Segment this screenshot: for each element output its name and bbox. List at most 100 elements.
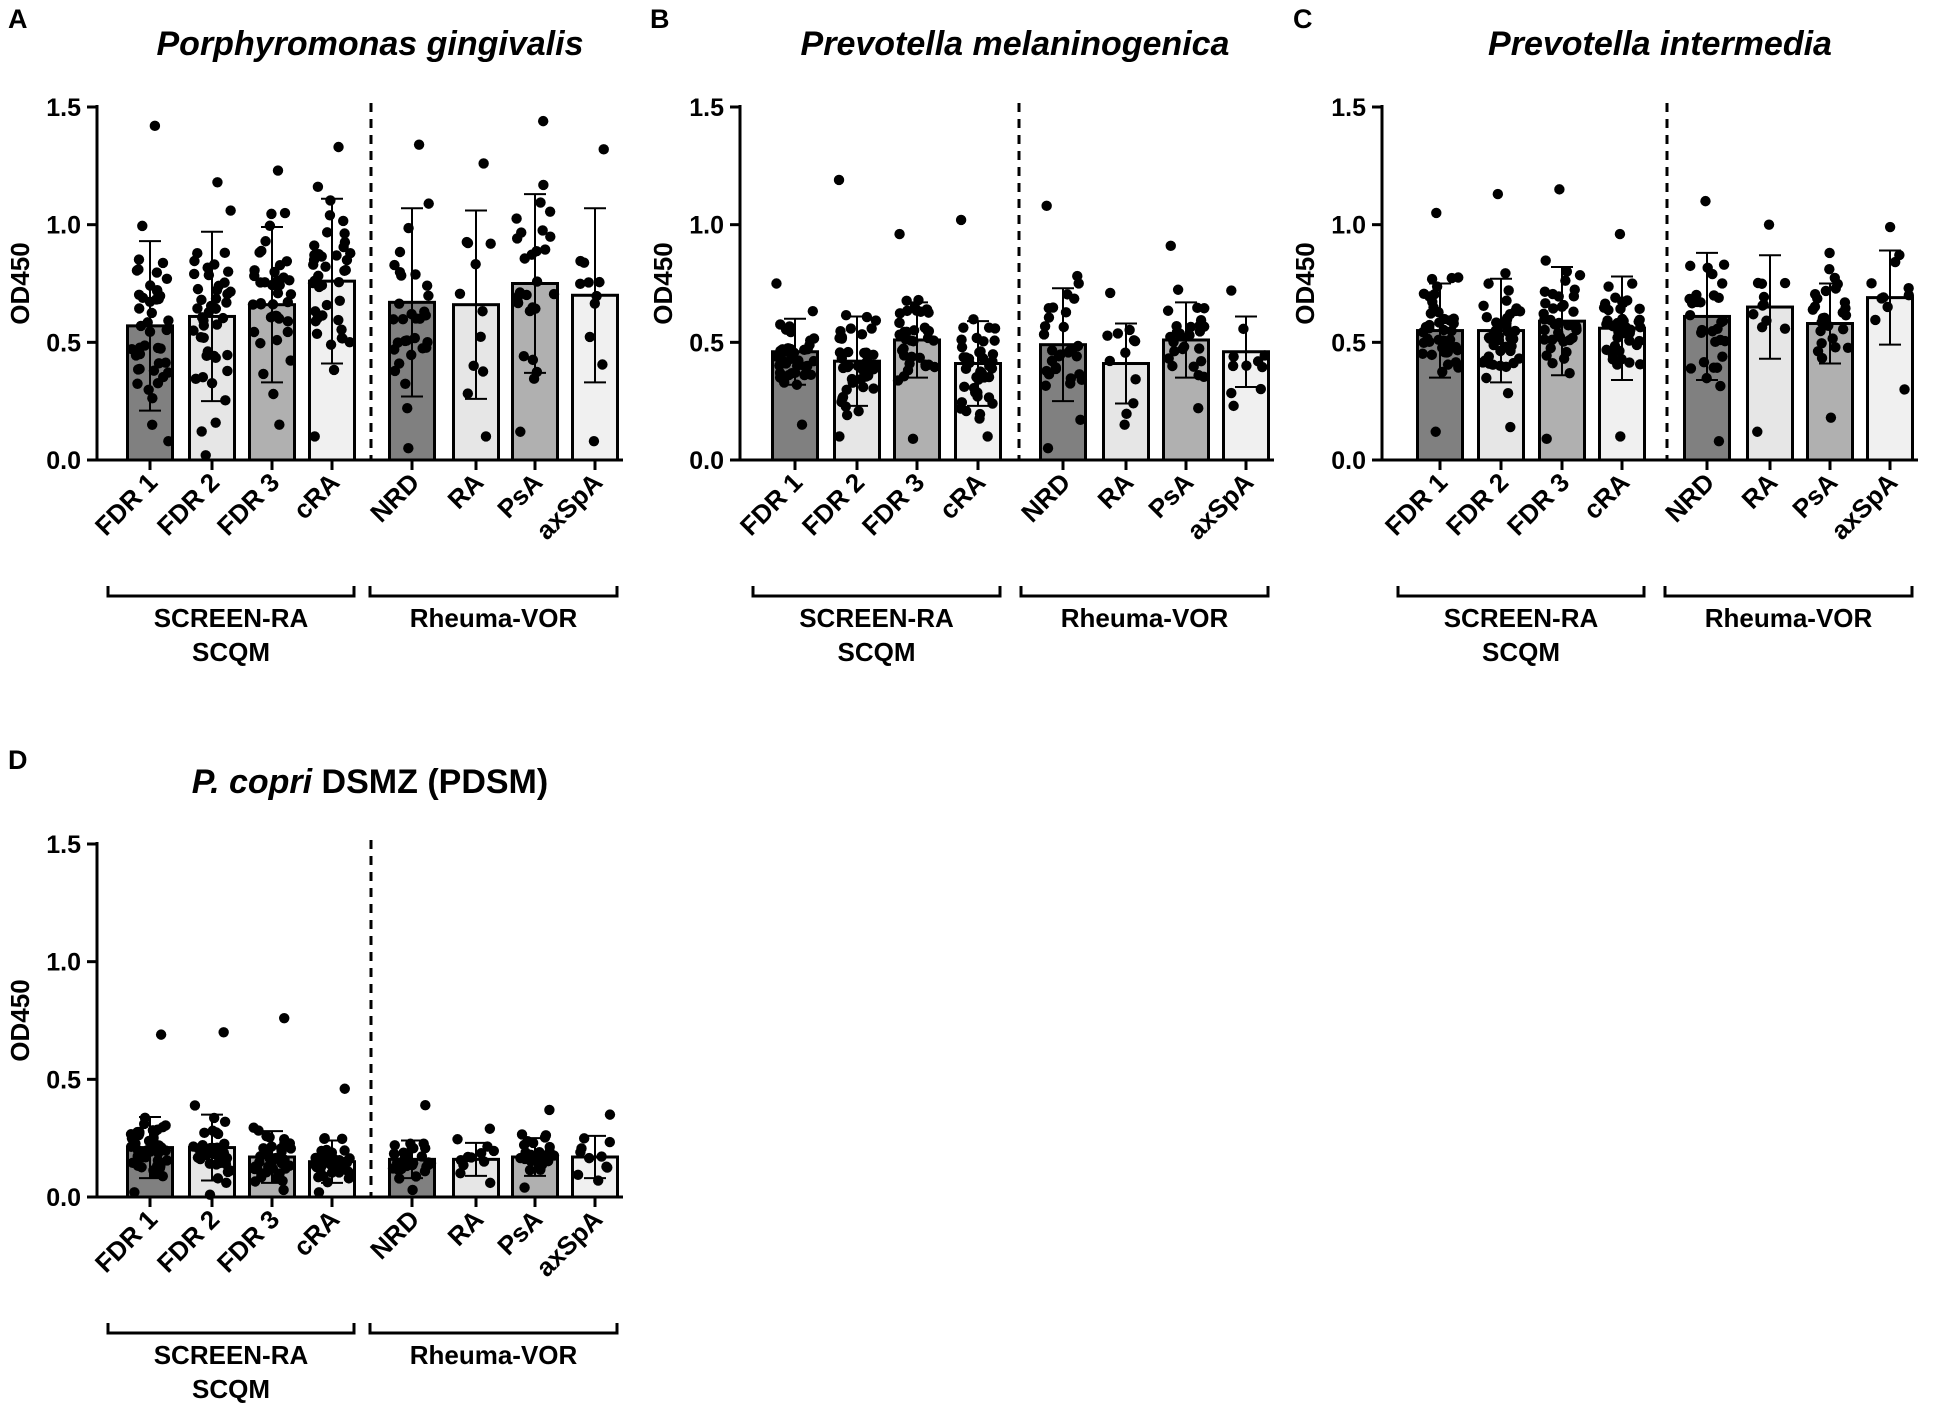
- data-point: [802, 360, 813, 372]
- data-point: [388, 314, 399, 325]
- data-point: [1569, 284, 1580, 295]
- data-point: [1634, 303, 1645, 315]
- chart-title: Porphyromonas gingivalis: [157, 25, 584, 63]
- data-point: [133, 264, 144, 275]
- data-point: [219, 247, 231, 259]
- data-point: [1903, 282, 1914, 294]
- data-point: [1194, 343, 1205, 354]
- data-point: [423, 290, 434, 301]
- data-point: [1563, 320, 1574, 331]
- data-point: [538, 179, 549, 191]
- data-point: [1069, 293, 1080, 304]
- data-point: [1043, 312, 1055, 323]
- group-label: SCREEN-RA: [799, 603, 954, 633]
- data-point: [255, 338, 266, 349]
- data-point: [310, 306, 321, 317]
- data-point: [901, 326, 912, 338]
- data-point: [868, 383, 879, 394]
- panel-D: D P. copri DSMZ (PDSM) 0.0 0.5 1.0 1.5 OD450 FD…: [5, 745, 623, 1404]
- y-tick-label: 0.5: [46, 329, 81, 357]
- data-point: [274, 419, 285, 430]
- data-point: [923, 325, 935, 337]
- data-point: [1837, 323, 1849, 335]
- data-point: [1547, 357, 1558, 369]
- data-point: [420, 1100, 431, 1111]
- data-point: [1558, 336, 1569, 347]
- data-point: [982, 431, 993, 442]
- data-point: [575, 255, 586, 267]
- data-point: [200, 450, 211, 461]
- data-point: [1866, 278, 1877, 289]
- chart-title-part: Prevotella melaninogenica: [801, 25, 1230, 63]
- data-point: [583, 1152, 595, 1164]
- data-point: [1438, 324, 1449, 336]
- data-point: [841, 409, 853, 421]
- data-point: [132, 378, 143, 389]
- data-point: [266, 208, 277, 220]
- group-label: SCQM: [838, 637, 916, 667]
- data-point: [1603, 281, 1614, 292]
- data-point: [313, 249, 325, 260]
- data-point: [1634, 314, 1645, 326]
- data-point: [339, 228, 350, 239]
- data-point: [143, 384, 154, 395]
- data-point: [1819, 314, 1830, 326]
- data-point: [311, 328, 323, 339]
- data-point: [336, 324, 347, 335]
- data-point: [1696, 324, 1708, 336]
- data-point: [1807, 304, 1819, 315]
- data-point: [955, 214, 967, 226]
- data-point: [537, 115, 549, 127]
- data-point: [923, 307, 934, 318]
- data-point: [389, 259, 400, 271]
- data-point: [588, 435, 600, 447]
- data-point: [524, 1164, 536, 1176]
- data-point: [894, 228, 905, 240]
- data-point: [928, 335, 939, 346]
- data-point: [1420, 321, 1432, 333]
- data-point: [134, 303, 145, 314]
- data-point: [923, 359, 934, 370]
- data-point: [477, 306, 488, 317]
- data-point: [520, 1147, 531, 1158]
- y-axis-label: OD450: [648, 242, 678, 324]
- y-tick-label: 1.0: [46, 949, 81, 977]
- data-point: [248, 326, 260, 338]
- data-point: [1756, 278, 1768, 289]
- data-point: [163, 315, 174, 326]
- data-point: [278, 1184, 289, 1196]
- data-point: [1105, 287, 1116, 299]
- data-point: [1717, 278, 1728, 289]
- data-point: [397, 314, 409, 325]
- data-point: [285, 355, 296, 366]
- data-point: [1548, 303, 1559, 314]
- data-point: [1041, 365, 1052, 377]
- data-point: [130, 1128, 141, 1140]
- data-point: [575, 278, 586, 290]
- data-point: [983, 392, 995, 403]
- data-point: [400, 378, 411, 389]
- data-point: [1870, 314, 1881, 326]
- data-point: [312, 181, 324, 193]
- data-point: [153, 1140, 165, 1151]
- group-label: SCQM: [192, 1374, 270, 1404]
- data-point: [1830, 283, 1841, 294]
- data-point: [416, 1151, 428, 1162]
- data-point: [475, 1148, 487, 1159]
- data-point: [1842, 342, 1854, 354]
- data-point: [340, 264, 351, 276]
- data-point: [1758, 299, 1769, 310]
- x-tick-label: FDR 2: [1440, 467, 1514, 541]
- data-point: [247, 299, 259, 310]
- data-point: [319, 1133, 330, 1145]
- data-point: [310, 1152, 321, 1164]
- data-point: [333, 141, 344, 153]
- data-point: [161, 324, 172, 336]
- data-point: [279, 207, 291, 219]
- data-point: [261, 1130, 272, 1142]
- data-point: [971, 332, 982, 344]
- data-point: [333, 277, 345, 288]
- data-point: [484, 1123, 496, 1134]
- data-point: [258, 1143, 269, 1154]
- y-tick-label: 1.0: [1331, 212, 1366, 240]
